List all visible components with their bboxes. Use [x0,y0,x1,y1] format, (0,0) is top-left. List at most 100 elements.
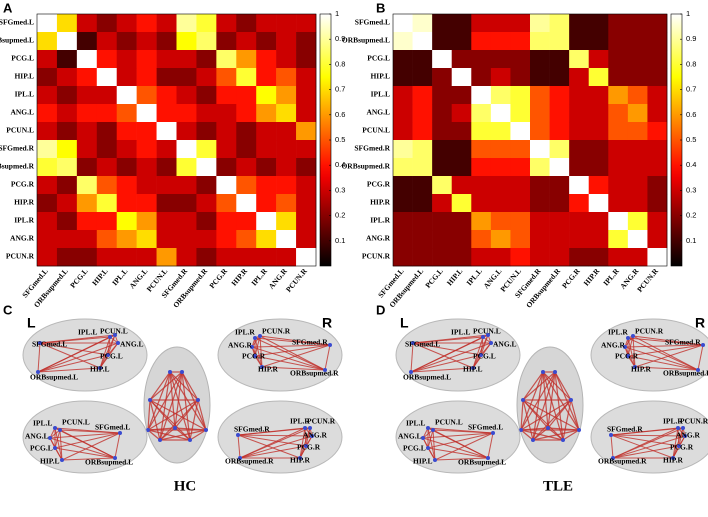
colorbar-tick-label: 0.6 [335,110,345,119]
connection [522,399,564,441]
heatmap-cell [412,86,433,105]
hemisphere-label: R [695,315,705,331]
node [626,336,630,340]
connection [147,429,191,441]
heatmap-cell [236,122,257,141]
heatmap-cell [412,122,433,141]
heatmap-cell [37,248,58,267]
plot-frame [392,13,668,267]
node-label: HIP.L [413,457,433,466]
heatmap-cell [451,140,472,159]
heatmap-cell [176,50,197,69]
connection [261,366,326,371]
node [323,368,327,372]
heatmap-cell [136,32,157,51]
heatmap-cell [196,14,217,33]
x-tick-label: HIP.R [229,266,249,288]
heatmap-cell [608,104,629,123]
heatmap-cell [96,158,118,177]
heatmap-cell [569,230,590,249]
heatmap-cell [76,32,98,51]
heatmap-cell [37,176,58,195]
heatmap-cell [256,32,277,51]
heatmap-cell [412,14,433,33]
x-tick-label: HIP.R [582,266,602,288]
node [481,335,485,339]
heatmap-cell [569,68,590,87]
heatmap-cell [393,32,413,51]
node [609,433,613,437]
heatmap-cell [296,68,317,87]
colorbar-tick-label: 0.3 [686,185,696,194]
heatmap-cell [256,248,277,267]
heatmap-cell [432,68,453,87]
heatmap-cell [490,122,511,141]
y-tick-label: ORBsupmed.R [0,162,35,171]
heatmap-cell [56,122,78,141]
heatmap-cell [608,32,629,51]
heatmap-cell [393,86,413,105]
node [36,370,40,374]
connection [254,337,326,371]
node [421,436,425,440]
heatmap-cell [176,122,197,141]
node [180,370,184,374]
node [106,353,110,357]
heatmap-cell [451,194,472,213]
node-label: ORBsupmed.R [598,457,647,466]
node [310,434,314,438]
heatmap-cell [588,158,609,177]
heatmap-cell [156,158,177,177]
heatmap-cell [136,194,157,213]
heatmap-cell [412,230,433,249]
heatmap-cell [256,50,277,69]
heatmap-cell [96,194,118,213]
node [611,456,615,460]
y-tick-label: SFGmed.L [355,18,390,27]
heatmap-cell [490,176,511,195]
heatmap-cell [588,50,609,69]
heatmap-cell [588,86,609,105]
heatmap-cell [608,194,629,213]
heatmap-cell [451,50,472,69]
connection [632,335,699,371]
heatmap-cell [510,32,531,51]
node [486,333,490,337]
connection [697,344,704,371]
heatmap-cell [176,158,197,177]
heatmap-cell [136,140,157,159]
connection [570,399,580,431]
connection [147,427,176,431]
heatmap-cell [451,248,472,267]
heatmap-cell [412,104,433,123]
heatmap-cell [276,248,297,267]
node [671,456,675,460]
node [623,345,627,349]
heatmap-cell [510,50,531,69]
heatmap-cell [76,212,98,231]
plot-frame [36,13,317,267]
connection [181,371,207,431]
connection [299,427,311,459]
connection [427,429,434,449]
node [531,438,535,442]
heatmap-cell [56,158,78,177]
y-tick-label: ORBsupmed.L [342,36,390,45]
heatmap-cell [647,32,668,51]
heatmap-cell [412,176,433,195]
heatmap-cell [76,14,98,33]
node [108,335,112,339]
node [253,336,257,340]
heatmap-cell [647,50,668,69]
heatmap-cell [608,140,629,159]
node [173,426,177,430]
heatmap-cell [432,122,453,141]
connection [627,344,704,357]
heatmap-cell [549,230,570,249]
connection [99,334,116,369]
node [253,354,257,358]
colorbar-tick-label: 0.8 [686,59,696,68]
heatmap-cell [96,176,118,195]
heatmap-cell [236,86,257,105]
heatmap-cell [569,194,590,213]
